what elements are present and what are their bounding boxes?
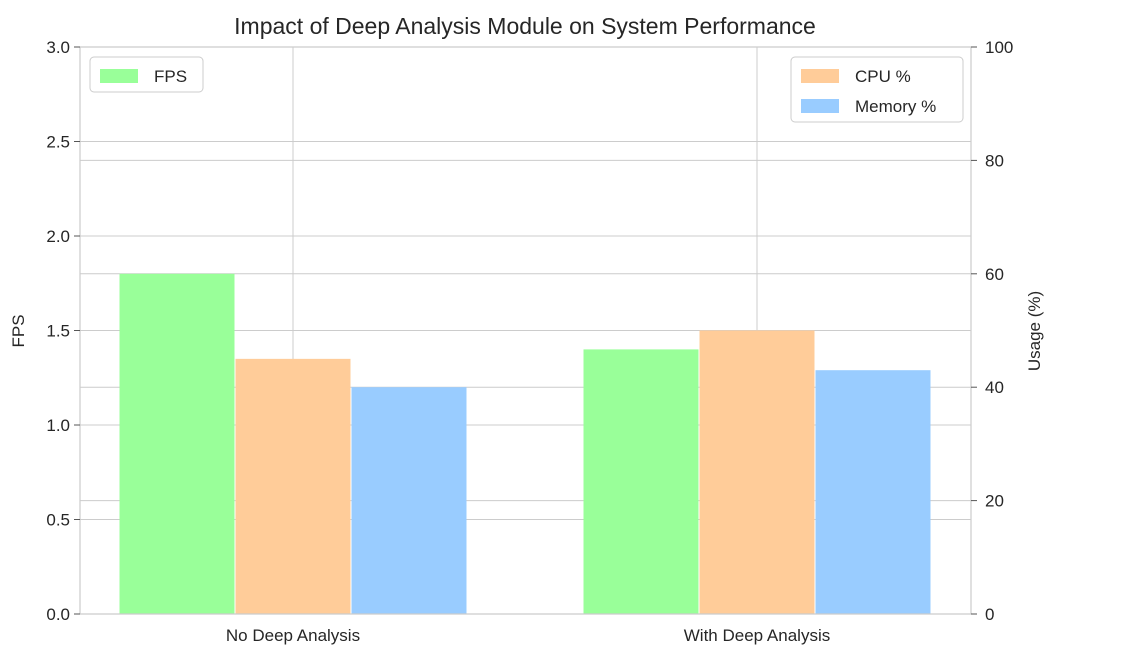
y-right-tick-label-0: 0	[985, 605, 994, 624]
x-tick-label-1: With Deep Analysis	[684, 626, 830, 645]
y-left-tick-label-3: 1.5	[46, 322, 70, 341]
y-left-tick-label-2: 1.0	[46, 416, 70, 435]
y-right-tick-label-4: 80	[985, 151, 1004, 170]
bar-fps-1	[583, 349, 699, 614]
y-left-tick-label-1: 0.5	[46, 511, 70, 530]
legend-swatch-0	[801, 69, 839, 83]
legend-swatch-1	[801, 99, 839, 113]
y-right-tick-label-1: 20	[985, 492, 1004, 511]
y-left-tick-label-5: 2.5	[46, 133, 70, 152]
chart-title: Impact of Deep Analysis Module on System…	[234, 13, 816, 39]
bar-cpu-0	[235, 358, 351, 614]
y-right-tick-label-2: 40	[985, 378, 1004, 397]
bars-layer	[119, 273, 931, 614]
legend-right: CPU % Memory %	[790, 56, 964, 123]
y-left-tick-label-6: 3.0	[46, 38, 70, 57]
bar-memory-1	[815, 370, 931, 614]
legend-label-0: CPU %	[855, 67, 911, 86]
y-left-tick-label-4: 2.0	[46, 227, 70, 246]
y-axis-right-label: Usage (%)	[1025, 291, 1044, 371]
y-right-tick-label-3: 60	[985, 265, 1004, 284]
bar-cpu-1	[699, 330, 815, 614]
legend-left: FPS	[89, 56, 204, 93]
legend-label-1: Memory %	[855, 97, 936, 116]
legend-label-0: FPS	[154, 67, 187, 86]
legend-swatch-0	[100, 69, 138, 83]
y-right-tick-label-5: 100	[985, 38, 1013, 57]
ticks-layer: 0.0 0.5 1.0 1.5 2.0 2.5 3.0 0 20 40 60 80 100 No Deep…	[46, 38, 1013, 645]
legend-frame	[89, 56, 204, 93]
bar-memory-0	[351, 387, 467, 614]
y-axis-left-label: FPS	[9, 314, 28, 347]
x-tick-label-0: No Deep Analysis	[226, 626, 360, 645]
y-left-tick-label-0: 0.0	[46, 605, 70, 624]
bar-fps-0	[119, 273, 235, 614]
